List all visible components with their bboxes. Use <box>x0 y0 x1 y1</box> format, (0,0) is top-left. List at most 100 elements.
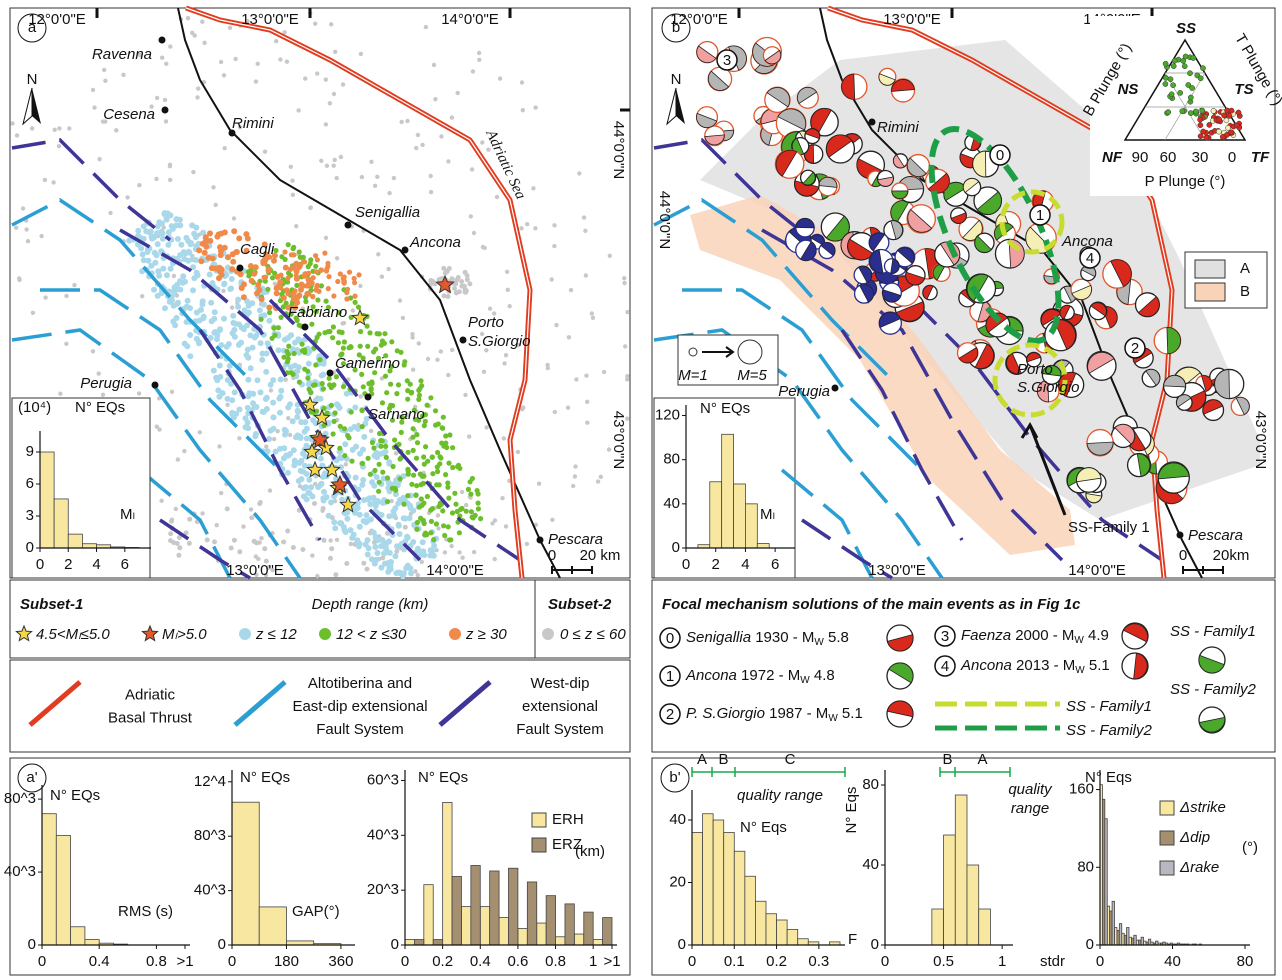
ternary-dot <box>1180 58 1187 64</box>
seismic-dot <box>355 425 362 432</box>
seismic-dot <box>277 409 283 416</box>
seismic-dot <box>231 537 237 543</box>
histogram-bar <box>258 906 287 946</box>
seismic-dot <box>345 363 350 368</box>
seismic-dot <box>186 540 192 546</box>
fault-west-dip <box>840 329 964 541</box>
seismic-dot <box>465 486 471 492</box>
seismic-dot <box>468 491 474 497</box>
seismic-dot <box>263 350 270 357</box>
ternary-dot <box>1233 122 1240 129</box>
seismic-dot <box>278 387 285 394</box>
legend-heading: Subset-2 <box>548 596 612 613</box>
seismic-dot <box>333 457 340 464</box>
seismic-dot <box>281 426 288 433</box>
x-tick-label: 6 <box>771 556 779 573</box>
seismic-dot <box>373 556 380 563</box>
seismic-dot <box>257 501 263 507</box>
seismic-dot <box>574 377 579 382</box>
seismic-dot <box>358 329 364 335</box>
seismic-dot <box>230 319 237 326</box>
seismic-dot <box>207 230 213 237</box>
seismic-dot <box>423 24 429 30</box>
seismic-dot <box>424 402 430 408</box>
seismic-dot <box>328 402 334 408</box>
seismic-dot <box>293 315 299 321</box>
seismic-dot <box>481 369 487 374</box>
seismic-dot <box>210 367 217 374</box>
seismic-dot <box>410 332 415 337</box>
seismic-dot <box>428 518 434 525</box>
seismic-dot <box>168 297 175 303</box>
seismic-dot <box>267 309 273 316</box>
seismic-dot <box>241 307 248 314</box>
seismic-dot <box>577 171 582 176</box>
lon-label: 13°0'0"E <box>241 11 299 28</box>
seismic-dot <box>404 534 411 541</box>
seismic-dot <box>376 479 382 485</box>
north-label: N <box>671 71 682 88</box>
y-tick-label: 12^4 <box>194 773 226 790</box>
histogram-bar <box>733 850 746 946</box>
histogram-bar <box>517 928 528 946</box>
seismic-dot <box>443 440 449 446</box>
seismic-dot <box>383 353 389 359</box>
seismic-dot <box>278 314 284 320</box>
seismic-dot <box>274 39 279 44</box>
event-number: 0 <box>666 630 674 647</box>
seismic-dot <box>211 329 218 336</box>
legend-swatch <box>531 837 547 853</box>
seismic-dot <box>330 431 336 437</box>
seismic-dot <box>359 424 365 430</box>
event-star <box>339 495 357 513</box>
axis-label: F <box>848 931 857 948</box>
seismic-dot <box>164 272 170 279</box>
seismic-dot <box>487 306 493 311</box>
seismic-dot <box>298 286 304 293</box>
x-tick-label: 0 <box>401 953 409 970</box>
focal-mechanism-fill <box>922 285 934 300</box>
histogram-bar <box>745 503 758 549</box>
seismic-dot <box>247 332 254 339</box>
x-tick-label: 0 <box>881 953 889 970</box>
fault-east-dip <box>11 328 302 579</box>
seismic-dot <box>595 479 601 484</box>
legend-heading: Subset-1 <box>20 596 83 613</box>
seismic-dot <box>152 259 159 266</box>
fault-legend-text: East-dip extensional <box>292 698 427 715</box>
lon-label: 12°0'0"E <box>28 11 86 28</box>
cluster-label-circle <box>716 49 738 71</box>
x-tick-label: 0.4 <box>470 953 491 970</box>
coastline <box>177 7 561 579</box>
seismic-dot <box>245 376 252 383</box>
histogram-bar <box>943 834 956 946</box>
seismic-dot <box>552 243 557 249</box>
seismic-dot <box>328 555 333 561</box>
focal-mechanism-fill <box>891 79 915 92</box>
seismic-dot <box>359 371 365 377</box>
seismic-dot <box>452 286 457 291</box>
seismic-dot <box>552 223 557 228</box>
seismic-dot <box>350 308 355 313</box>
city-dot <box>536 536 544 544</box>
seismic-dot <box>170 302 177 309</box>
seismic-dot <box>191 169 196 175</box>
lat-label: 44°0'0"N <box>656 191 673 249</box>
focal-mechanism-fill <box>820 242 836 257</box>
ternary-dot <box>1190 55 1197 61</box>
seismic-dot <box>371 445 377 451</box>
seismic-dot <box>229 305 235 310</box>
seismic-dot <box>392 505 399 512</box>
seismic-dot <box>455 464 461 470</box>
axis-label: RMS (s) <box>118 903 173 920</box>
seismic-dot <box>30 310 36 315</box>
seismic-dot <box>363 415 370 422</box>
histogram-bar <box>432 939 444 946</box>
histogram-bar <box>954 794 968 946</box>
seismic-dot <box>285 469 291 476</box>
seismic-dot <box>452 490 458 496</box>
seismic-dot <box>341 339 347 345</box>
city-label: Ravenna <box>92 46 152 63</box>
seismic-dot <box>352 293 358 299</box>
seismic-dot <box>177 286 184 293</box>
